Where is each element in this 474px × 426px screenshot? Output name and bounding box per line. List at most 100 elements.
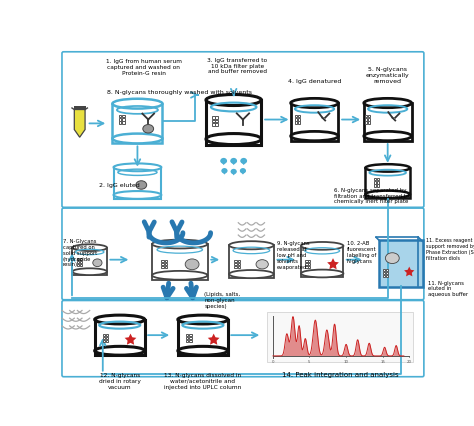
Ellipse shape [220,158,227,164]
Bar [368,122,370,124]
Text: 13. N-glycans dissolved in
water/acetonitrile and
injected into UPLC column: 13. N-glycans dissolved in water/acetoni… [164,372,242,389]
Text: 9. N-glycans
released at
low pH and
solvents
evaporated: 9. N-glycans released at low pH and solv… [277,241,310,269]
Ellipse shape [301,242,343,250]
Bar [365,122,367,124]
Bar [364,104,411,141]
Text: 8. N-glycans thoroughly washed with solvents: 8. N-glycans thoroughly washed with solv… [107,90,252,95]
Ellipse shape [152,240,208,249]
Bar [377,178,380,181]
Bar [103,340,105,343]
Bar [186,334,188,336]
Polygon shape [231,172,237,176]
Ellipse shape [95,346,145,355]
Bar [308,266,310,268]
Bar [365,169,410,199]
Polygon shape [208,334,219,345]
Bar [80,264,82,266]
Text: 11. N-glycans
eluted in
aqueous buffer: 11. N-glycans eluted in aqueous buffer [428,280,469,296]
Bar [374,185,376,187]
Bar [119,119,121,121]
Polygon shape [230,161,237,166]
Ellipse shape [114,164,161,172]
Bar [386,275,388,277]
Ellipse shape [95,315,145,324]
Bar [206,101,261,145]
Bar [73,248,107,276]
Bar [186,337,188,340]
Bar [164,266,167,269]
Bar [294,115,297,118]
Bar [119,115,121,118]
Bar [189,334,191,336]
Bar [164,260,167,262]
Ellipse shape [301,270,343,278]
Bar [216,117,218,120]
Bar [122,119,125,121]
Ellipse shape [206,134,261,145]
Bar [216,124,218,127]
Bar [103,337,105,340]
Bar [237,266,240,268]
Bar [383,275,385,277]
Ellipse shape [240,158,247,164]
Text: 15: 15 [381,359,385,363]
Bar [161,263,164,266]
Bar [103,334,105,336]
Text: 12. N-glycans
dried in rotary
vacuum: 12. N-glycans dried in rotary vacuum [99,372,141,389]
Bar [365,119,367,121]
Bar [305,263,308,265]
Ellipse shape [291,132,338,141]
Bar [368,119,370,121]
Bar [377,182,380,184]
Bar [298,122,300,124]
Bar [152,245,208,280]
Bar [374,178,376,181]
Ellipse shape [73,269,107,276]
Text: 10: 10 [344,359,348,363]
Bar [161,266,164,269]
Polygon shape [221,171,228,175]
Text: 5: 5 [308,359,310,363]
Bar [374,182,376,184]
Bar [305,260,308,262]
Bar [386,269,388,271]
Ellipse shape [114,192,161,199]
Bar [186,340,188,343]
Text: 7. N-Glycans
captured on
solid support
(hydrazide
resin): 7. N-Glycans captured on solid support (… [63,239,97,267]
Ellipse shape [112,100,163,109]
Ellipse shape [291,99,338,109]
Text: 2. IgG eluted: 2. IgG eluted [99,183,140,188]
Bar [77,261,80,263]
Bar [106,340,109,343]
Ellipse shape [143,125,154,134]
Text: 10. 2-AB
fluorescent
labelling of
N-glycans: 10. 2-AB fluorescent labelling of N-glyc… [347,241,376,263]
Bar [305,266,308,268]
Bar [267,312,413,362]
Ellipse shape [364,99,411,109]
Text: 11. Excess reagent and solid
support removed by Solid
Phase Extraction (SPE) thr: 11. Excess reagent and solid support rem… [426,238,474,260]
Bar [308,260,310,262]
Text: 3. IgG transferred to
10 kDa filter plate
and buffer removed: 3. IgG transferred to 10 kDa filter plat… [208,58,268,74]
Ellipse shape [221,169,228,174]
Bar [95,320,145,355]
Text: 20: 20 [407,359,412,363]
Ellipse shape [93,259,102,267]
Bar [298,119,300,121]
Bar [189,337,191,340]
Bar [119,122,121,124]
Bar [189,340,191,343]
FancyBboxPatch shape [379,241,423,287]
Text: 4. IgG denatured: 4. IgG denatured [288,78,341,83]
Ellipse shape [229,271,273,279]
Ellipse shape [206,95,261,106]
Ellipse shape [112,134,163,144]
Bar [294,122,297,124]
Polygon shape [404,267,414,277]
Bar [106,334,109,336]
Polygon shape [240,161,247,166]
Bar [229,246,273,279]
Text: 6. N-glycans separated by
filtration and transferred to
chemically inert filter : 6. N-glycans separated by filtration and… [334,187,409,204]
Bar [377,185,380,187]
Bar [161,260,164,262]
Bar [164,263,167,266]
